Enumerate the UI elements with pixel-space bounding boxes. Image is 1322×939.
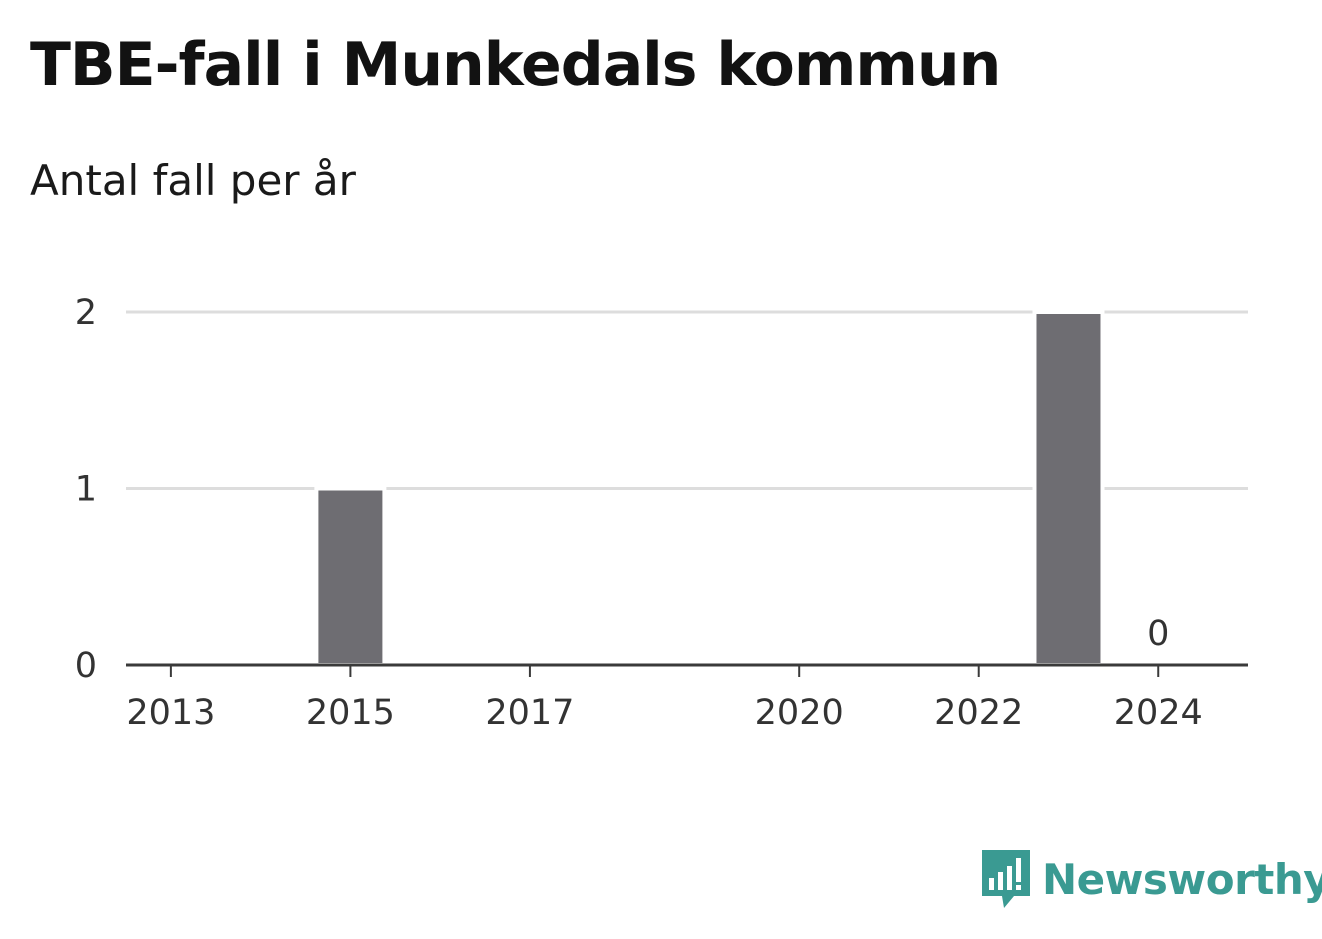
y-tick-label: 0	[75, 646, 97, 686]
bar	[314, 486, 387, 667]
x-tick-label: 2017	[485, 693, 574, 733]
bar	[1032, 310, 1105, 667]
y-tick-label: 2	[75, 293, 97, 333]
y-tick-label: 1	[75, 470, 97, 510]
x-tick-label: 2024	[1114, 693, 1203, 733]
x-tick-label: 2015	[306, 693, 395, 733]
chart-subtitle: Antal fall per år	[30, 156, 356, 205]
x-tick-label: 2013	[126, 693, 215, 733]
bar-chart-speech-bubble-icon	[982, 850, 1030, 908]
x-tick-label: 2020	[755, 693, 844, 733]
brand-name: Newsworthy	[1042, 854, 1322, 904]
chart-title: TBE-fall i Munkedals kommun	[30, 30, 1001, 100]
data-label: 0	[1147, 614, 1169, 654]
newsworthy-logo: Newsworthy	[980, 848, 1322, 910]
x-tick-label: 2022	[934, 693, 1023, 733]
